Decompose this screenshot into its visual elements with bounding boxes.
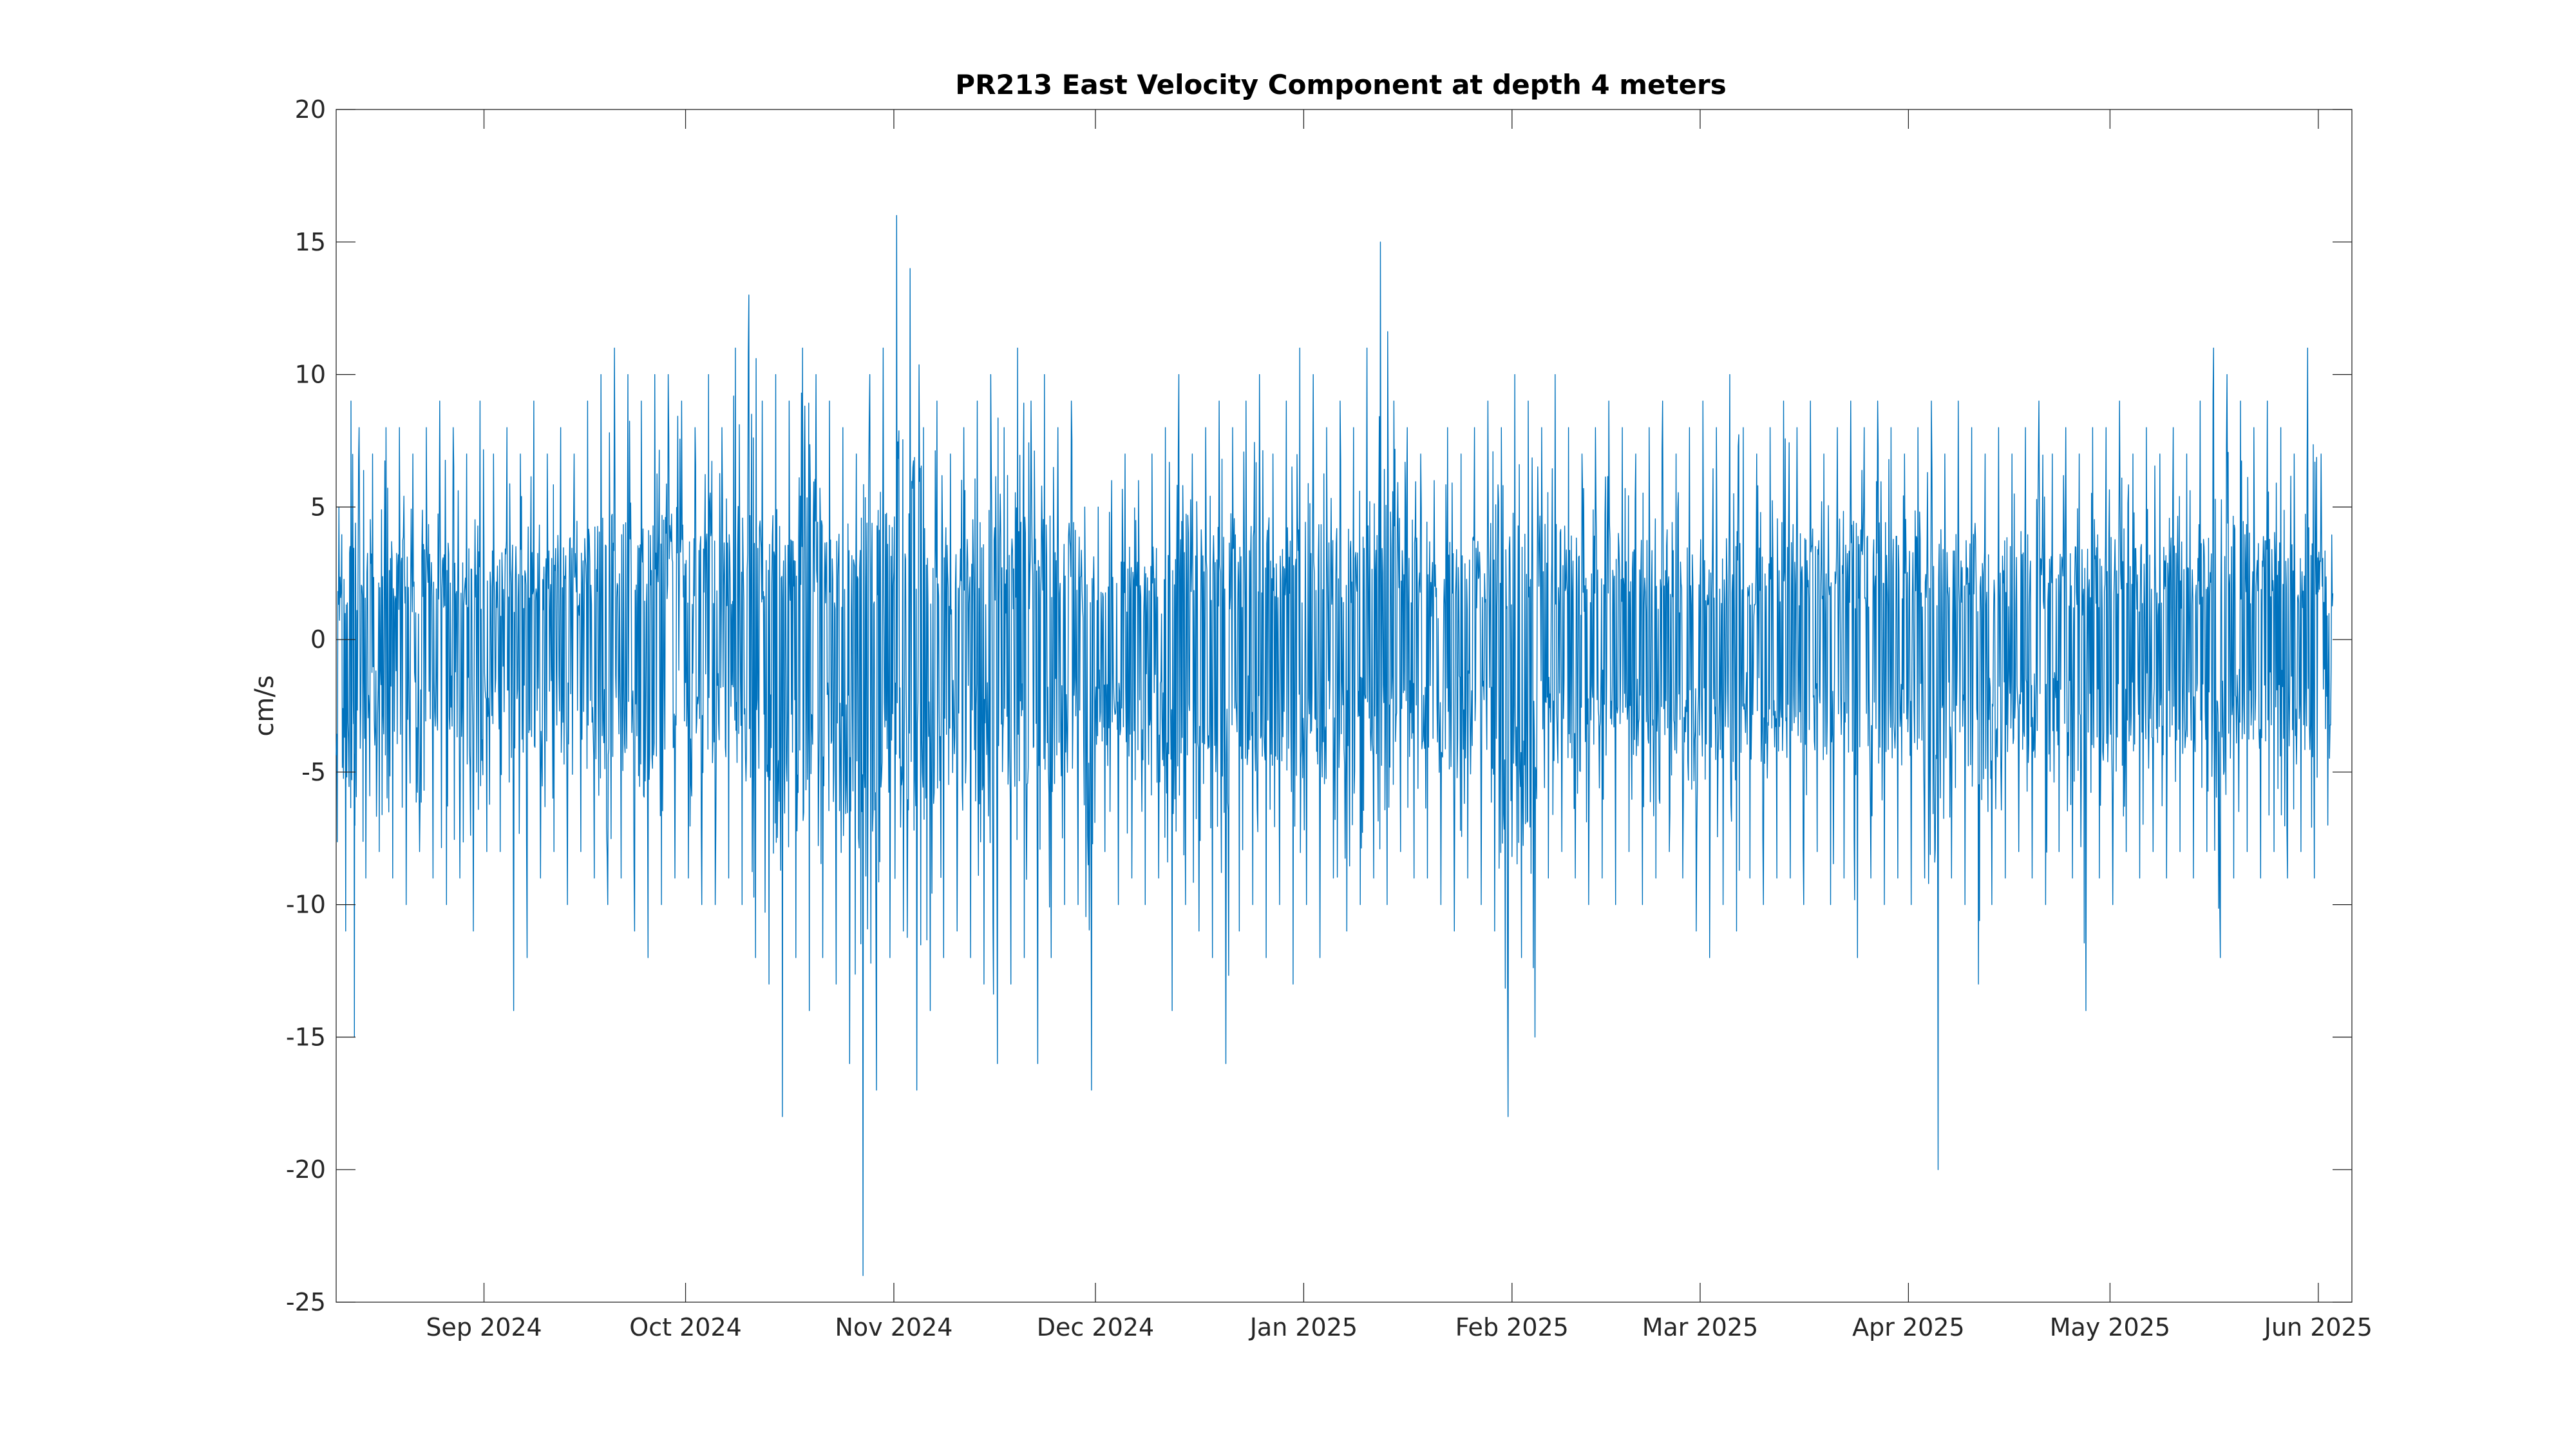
x-tick-label: Nov 2024 (835, 1313, 952, 1341)
x-tick-label: Feb 2025 (1455, 1313, 1569, 1341)
y-tick-label: -10 (286, 891, 326, 919)
y-tick-label: 10 (295, 361, 326, 389)
y-tick-label: 15 (295, 228, 326, 256)
y-tick-label: -25 (286, 1288, 326, 1316)
x-tick-label: Dec 2024 (1037, 1313, 1154, 1341)
x-tick-label: Jan 2025 (1249, 1313, 1358, 1341)
y-tick-label: -20 (286, 1155, 326, 1184)
y-tick-label: -5 (301, 758, 326, 786)
x-tick-label: Oct 2024 (629, 1313, 742, 1341)
y-tick-label: -15 (286, 1023, 326, 1051)
series-line (336, 214, 2334, 1276)
chart-title: PR213 East Velocity Component at depth 4… (955, 69, 1726, 100)
x-axis: Sep 2024 Oct 2024 Nov 2024 Dec 2024 Jan 2025… (426, 109, 2372, 1341)
y-axis-label: cm/s (250, 675, 279, 736)
y-tick-label: 5 (310, 493, 326, 521)
x-tick-label: Jun 2025 (2263, 1313, 2372, 1341)
x-tick-label: Sep 2024 (426, 1313, 542, 1341)
y-axis: 20 15 10 5 0 -5 -10 -15 -20 -25 (286, 95, 2352, 1316)
y-tick-label: 0 (310, 625, 326, 654)
x-tick-label: Mar 2025 (1642, 1313, 1758, 1341)
y-tick-label: 20 (295, 95, 326, 124)
x-tick-label: Apr 2025 (1852, 1313, 1965, 1341)
x-tick-label: May 2025 (2050, 1313, 2170, 1341)
